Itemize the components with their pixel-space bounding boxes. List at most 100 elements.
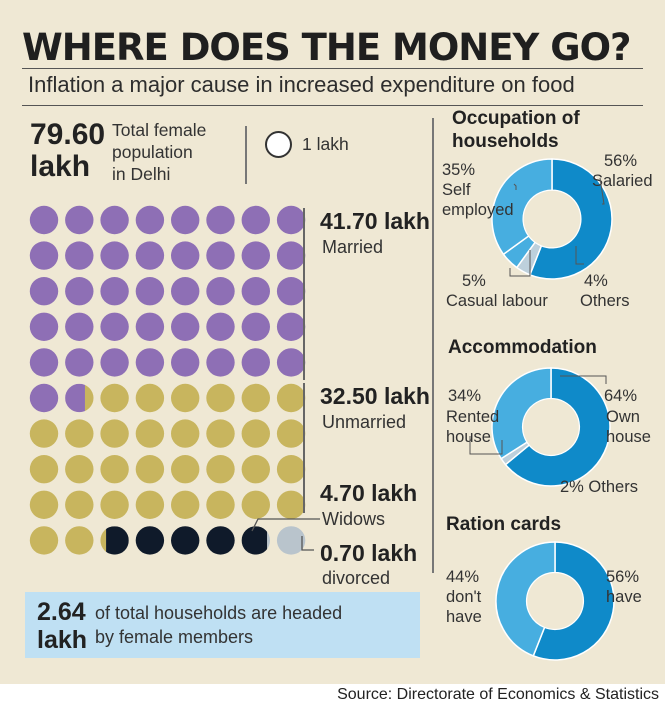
ration-dont-have-label-1: don't bbox=[446, 588, 482, 606]
married-dot bbox=[29, 383, 59, 413]
married-dot bbox=[100, 312, 129, 341]
married-dot bbox=[241, 312, 270, 341]
unmarried-dot bbox=[241, 383, 270, 413]
married-dot bbox=[241, 348, 270, 377]
married-bracket bbox=[303, 208, 305, 380]
married-dot bbox=[206, 241, 235, 270]
married-dot bbox=[241, 205, 270, 235]
married-dot bbox=[65, 205, 94, 235]
married-dot bbox=[206, 348, 235, 377]
unmarried-dot bbox=[100, 490, 129, 519]
married-dot bbox=[241, 241, 270, 270]
widows-partial-dot bbox=[106, 526, 129, 555]
occupation-salaried-label: Salaried bbox=[592, 172, 653, 190]
donut-slice-self-employed bbox=[491, 158, 553, 256]
households-label-line2: by female members bbox=[95, 627, 254, 647]
married-partial-dot bbox=[65, 383, 85, 413]
unmarried-dot bbox=[171, 490, 200, 519]
subtitle-divider bbox=[22, 105, 643, 106]
unmarried-dot bbox=[135, 490, 165, 519]
married-value: 41.70 lakh bbox=[320, 208, 430, 234]
unmarried-dot bbox=[276, 490, 306, 519]
married-dot bbox=[29, 277, 59, 306]
occupation-salaried-pct: 56% bbox=[604, 152, 638, 170]
widows-dot bbox=[135, 526, 165, 555]
unmarried-dot bbox=[135, 455, 165, 484]
occupation-self-label-1: Self bbox=[442, 181, 471, 199]
column-divider bbox=[432, 118, 434, 573]
married-dot bbox=[29, 241, 59, 270]
population-label-line3: in Delhi bbox=[112, 164, 171, 184]
population-value: 79.60 bbox=[30, 118, 106, 151]
households-box: 2.64 lakh of total households are headed… bbox=[25, 592, 420, 658]
population-label-line2: population bbox=[112, 142, 193, 162]
unmarried-dot bbox=[29, 526, 59, 555]
occupation-leader-lines bbox=[509, 177, 605, 277]
unmarried-dot bbox=[29, 455, 59, 484]
unmarried-bracket bbox=[303, 383, 305, 513]
population-dot-grid bbox=[29, 205, 306, 555]
widows-leader-line bbox=[251, 518, 320, 532]
occupation-donut-chart bbox=[491, 158, 613, 280]
married-dot bbox=[171, 277, 200, 306]
unmarried-dot bbox=[276, 419, 306, 448]
unmarried-dot bbox=[206, 419, 235, 448]
occupation-self-pct: 35% bbox=[442, 161, 476, 179]
donut-slice-have bbox=[532, 541, 615, 661]
unmarried-dot bbox=[171, 455, 200, 484]
accommodation-rented-pct: 34% bbox=[448, 387, 482, 405]
title-divider bbox=[22, 68, 643, 69]
married-dot bbox=[206, 312, 235, 341]
widows-partial-dot bbox=[241, 526, 268, 555]
married-dot bbox=[206, 205, 235, 235]
occupation-others-pct: 4% bbox=[584, 272, 608, 290]
married-dot bbox=[135, 241, 165, 270]
married-dot bbox=[65, 312, 94, 341]
households-value-line2: lakh bbox=[37, 626, 88, 654]
legend-label: 1 lakh bbox=[302, 134, 349, 154]
unmarried-dot bbox=[206, 455, 235, 484]
donut-slice-don-t-have bbox=[495, 541, 556, 657]
unmarried-dot bbox=[171, 383, 200, 413]
unmarried-dot bbox=[241, 419, 270, 448]
unmarried-dot bbox=[65, 526, 94, 555]
divorced-label: divorced bbox=[322, 568, 391, 588]
married-dot bbox=[135, 348, 165, 377]
married-dot bbox=[29, 312, 59, 341]
married-dot bbox=[171, 241, 200, 270]
unmarried-dot bbox=[171, 419, 200, 448]
unmarried-partial-dot bbox=[100, 529, 107, 552]
married-dot bbox=[100, 241, 129, 270]
unmarried-value: 32.50 lakh bbox=[320, 383, 430, 409]
accommodation-own-label-1: Own bbox=[606, 408, 640, 426]
donut-hole bbox=[523, 190, 581, 248]
source-note: Source: Directorate of Economics & Stati… bbox=[337, 686, 659, 703]
unmarried-dot bbox=[276, 383, 306, 413]
married-dot bbox=[135, 205, 165, 235]
unmarried-dot bbox=[100, 419, 129, 448]
married-dot bbox=[276, 277, 306, 306]
ration-have-label: have bbox=[606, 588, 642, 606]
widows-dot bbox=[206, 526, 235, 555]
unmarried-dot bbox=[65, 455, 94, 484]
donut-hole bbox=[527, 573, 583, 629]
donut-hole bbox=[523, 399, 579, 455]
accommodation-own-pct: 64% bbox=[604, 387, 638, 405]
married-dot bbox=[276, 312, 306, 341]
unmarried-partial-dot bbox=[84, 384, 94, 412]
married-dot bbox=[206, 277, 235, 306]
donut-slice-salaried bbox=[528, 158, 613, 280]
unmarried-dot bbox=[29, 419, 59, 448]
married-dot bbox=[276, 205, 306, 235]
married-dot bbox=[171, 348, 200, 377]
married-dot bbox=[171, 312, 200, 341]
unmarried-dot bbox=[100, 455, 129, 484]
unmarried-dot bbox=[135, 383, 165, 413]
donut-slice-own-house bbox=[504, 367, 611, 487]
widows-label: Widows bbox=[322, 509, 386, 529]
ration-dont-have-label-2: have bbox=[446, 608, 482, 626]
unmarried-dot bbox=[206, 490, 235, 519]
married-dot bbox=[100, 348, 129, 377]
accommodation-leader-lines bbox=[469, 375, 607, 455]
unmarried-dot bbox=[135, 419, 165, 448]
